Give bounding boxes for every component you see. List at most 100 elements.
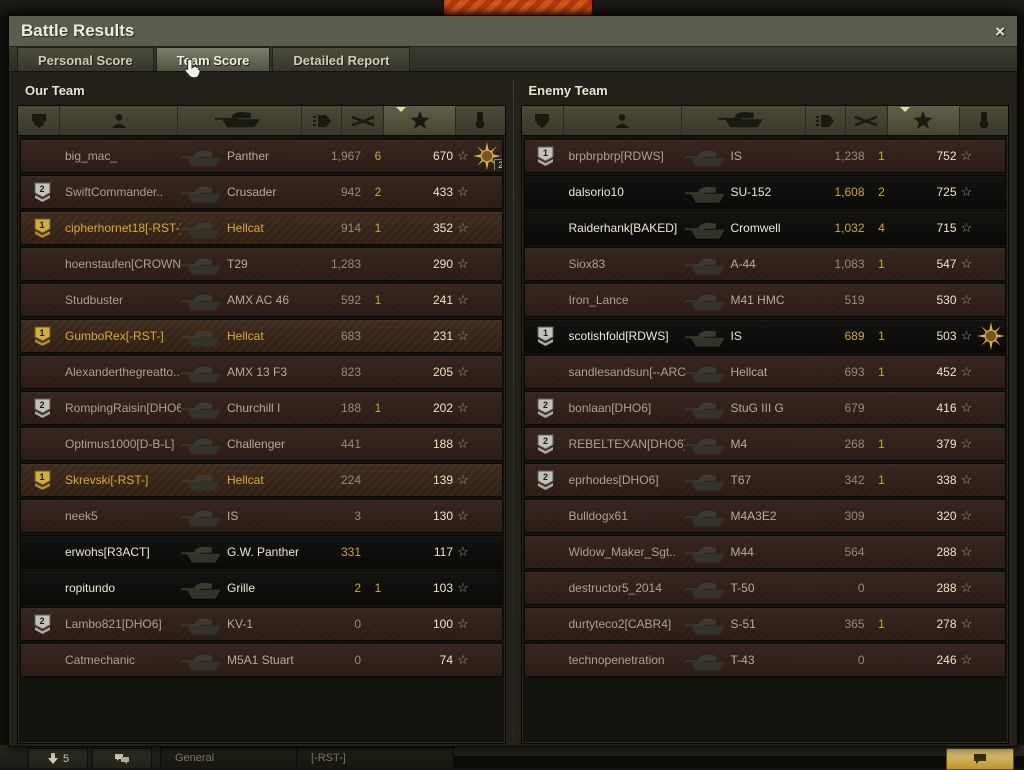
table-row[interactable]: Bulldogx61 M4A3E2 309 320 ☆ [523,499,1006,533]
tank-silhouette-icon [181,428,225,460]
vehicle-name: Panther [227,149,270,163]
kills-value: 1 [878,365,885,379]
vehicle-name: IS [730,329,742,343]
damage-value: 914 [340,221,361,235]
tab-team-score[interactable]: Team Score [155,47,271,73]
table-row[interactable]: 1 Skrevski[-RST-] Hellcat 224 139 ☆ [20,463,503,497]
damage-value: 331 [340,545,361,559]
dialog-title: Battle Results [21,21,135,40]
table-row[interactable]: Alexanderthegreatto.. AMX 13 F3 823 205 … [20,355,503,389]
table-row[interactable]: big_mac_ Panther 1,967 6 670 ☆ 2 [20,139,503,173]
table-row[interactable]: 1 GumboRex[-RST-] Hellcat 683 231 ☆ [20,319,503,353]
column-damage-shell-icon[interactable] [806,106,846,135]
xp-value: 715 [936,221,957,235]
player-name: erwohs[R3ACT] [65,545,150,559]
table-row[interactable]: Raiderhank[BAKED] Cromwell 1,032 4 715 ☆ [523,211,1006,245]
channel-tab-general[interactable]: General [160,747,318,769]
player-name: Alexanderthegreatto.. [65,365,180,379]
column-xp-star-sorted[interactable] [384,106,456,135]
epic-medal-icon [976,322,1005,350]
damage-value: 564 [844,545,865,559]
xp-star-icon: ☆ [457,148,469,163]
tank-silhouette-icon [684,392,729,424]
table-row[interactable]: Siox83 A-44 1,083 1 547 ☆ [523,247,1006,281]
xp-value: 290 [432,257,453,271]
xp-value: 231 [432,329,453,343]
tab-personal-score[interactable]: Personal Score [17,47,154,73]
column-player-icon[interactable] [564,106,682,135]
table-row[interactable]: Optimus1000[D-B-L] Challenger 441 188 ☆ [20,427,503,461]
xp-value: 74 [439,653,453,667]
damage-value: 1,032 [834,221,865,235]
damage-value: 3 [354,509,361,523]
table-row[interactable]: Studbuster AMX AC 46 592 1 241 ☆ [20,283,503,317]
column-xp-star-sorted[interactable] [887,106,960,135]
xp-value: 352 [432,221,453,235]
xp-star-icon: ☆ [960,292,973,307]
table-row[interactable]: 2 REBELTEXAN[DHO6] M4 268 1 379 ☆ [523,427,1006,461]
vehicle-name: S-51 [730,617,756,631]
table-row[interactable]: 1 brpbrpbrp[RDWS] IS 1,238 1 752 ☆ [523,139,1006,173]
damage-value: 268 [844,437,865,451]
table-row[interactable]: 2 eprhodes[DHO6] T67 342 1 338 ☆ [523,463,1006,497]
damage-value: 0 [857,581,865,595]
vehicle-name: StuG III G [730,401,784,415]
tab-detailed-report[interactable]: Detailed Report [272,47,411,73]
column-kills-crossed-guns-icon[interactable] [846,106,888,135]
column-player-icon[interactable] [60,106,178,135]
vehicle-name: T-43 [730,653,755,667]
player-name: RompingRaisin[DHO6] [65,401,181,415]
column-damage-shell-icon[interactable] [302,106,342,135]
xp-value: 241 [432,293,453,307]
notifications-button[interactable]: 5 [28,748,88,769]
vehicle-name: T67 [730,473,752,487]
table-row[interactable]: Iron_Lance M41 HMC 519 530 ☆ [523,283,1006,317]
kills-value: 1 [878,617,885,631]
xp-star-icon: ☆ [457,220,469,235]
enemy-team-column-headers [521,106,1009,136]
table-row[interactable]: 1 cipherhornet18[-RST-] Hellcat 914 1 35… [20,211,503,245]
column-class-shield-icon[interactable] [522,106,564,135]
table-row[interactable]: 2 Lambo821[DHO6] KV-1 0 100 ☆ [20,607,503,641]
table-row[interactable]: sandlesandsun[--ARC] Hellcat 693 1 452 ☆ [523,355,1006,389]
table-row[interactable]: erwohs[R3ACT] G.W. Panther 331 117 ☆ [20,535,503,569]
table-row[interactable]: 2 RompingRaisin[DHO6] Churchill I 188 1 … [20,391,503,425]
tank-silhouette-icon [684,176,729,208]
platoon-badge: 1 [34,218,51,239]
table-row[interactable]: Catmechanic M5A1 Stuart 0 74 ☆ [20,643,503,677]
vehicle-name: Cromwell [730,221,781,235]
damage-value: 592 [340,293,361,307]
player-name: Siox83 [568,257,606,271]
column-medal-icon[interactable] [456,106,505,135]
player-name: scotishfold[RDWS] [568,329,669,343]
table-row[interactable]: neek5 IS 3 130 ☆ [20,499,503,533]
tank-silhouette-icon [181,212,225,244]
table-row[interactable]: ropitundo Grille 2 1 103 ☆ [20,571,503,605]
close-icon[interactable]: × [995,21,1005,41]
xp-star-icon: ☆ [457,544,469,559]
table-row[interactable]: 2 bonlaan[DHO6] StuG III G 679 416 ☆ [523,391,1006,425]
xp-value: 433 [432,185,453,199]
player-name: REBELTEXAN[DHO6] [568,437,685,451]
table-row[interactable]: 2 SwiftCommander.. Crusader 942 2 433 ☆ [20,175,503,209]
column-tank-icon[interactable] [682,106,806,135]
column-class-shield-icon[interactable] [18,106,60,135]
column-medal-icon[interactable] [960,106,1009,135]
damage-value: 1,967 [330,149,361,163]
player-name: Raiderhank[BAKED] [568,221,678,235]
table-row[interactable]: hoenstaufen[CROWN] T29 1,283 290 ☆ [20,247,503,281]
xp-star-icon: ☆ [960,436,973,451]
player-name: SwiftCommander.. [65,185,164,199]
column-tank-icon[interactable] [178,106,302,135]
channel-tab-clan[interactable]: [-RST-] [296,747,454,769]
chat-toggle-gold-button[interactable] [946,748,1014,770]
column-kills-crossed-guns-icon[interactable] [342,106,384,135]
chat-channels-button[interactable] [92,748,152,769]
table-row[interactable]: dalsorio10 SU-152 1,608 2 725 ☆ [523,175,1006,209]
table-row[interactable]: 1 scotishfold[RDWS] IS 689 1 503 ☆ [523,319,1006,353]
platoon-badge: 1 [537,326,554,347]
table-row[interactable]: destructor5_2014 T-50 0 288 ☆ [523,571,1006,605]
table-row[interactable]: technopenetration T-43 0 246 ☆ [523,643,1006,677]
table-row[interactable]: durtyteco2[CABR4] S-51 365 1 278 ☆ [523,607,1006,641]
table-row[interactable]: Widow_Maker_Sgt.. M44 564 288 ☆ [523,535,1006,569]
